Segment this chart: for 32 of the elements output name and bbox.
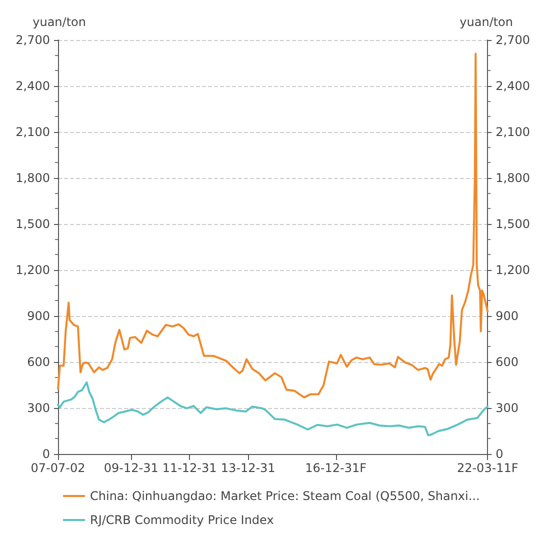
y2-tick-label: 900 bbox=[496, 309, 519, 323]
y2-tick-label: 300 bbox=[496, 401, 519, 415]
legend-label: China: Qinhuangdao: Market Price: Steam Coal (Q5500, Shanxi... bbox=[90, 489, 480, 503]
y2-tick-label: 1,500 bbox=[496, 217, 530, 231]
y2-tick-label: 600 bbox=[496, 355, 519, 369]
y-tick-label: 900 bbox=[27, 309, 50, 323]
legend-label: RJ/CRB Commodity Price Index bbox=[90, 513, 274, 527]
y-tick-label: 1,800 bbox=[16, 171, 50, 185]
line-series bbox=[57, 381, 489, 436]
x-tick-label: 11-12-31 bbox=[162, 461, 217, 475]
y2-tick-label: 1,200 bbox=[496, 263, 530, 277]
x-tick-label: 16-12-31F bbox=[305, 461, 367, 475]
y2-tick-label: 2,400 bbox=[496, 79, 530, 93]
y2-tick-label: 0 bbox=[496, 447, 504, 461]
y2-tick-label: 1,800 bbox=[496, 171, 530, 185]
y-tick-label: 0 bbox=[42, 447, 50, 461]
y-tick-label: 2,100 bbox=[16, 125, 50, 139]
y-axis-title: yuan/ton bbox=[32, 15, 86, 29]
y-tick-label: 1,200 bbox=[16, 263, 50, 277]
y2-tick-label: 2,700 bbox=[496, 33, 530, 47]
y-tick-label: 1,500 bbox=[16, 217, 50, 231]
x-tick-label: 09-12-31 bbox=[104, 461, 158, 475]
y-tick-label: 300 bbox=[27, 401, 50, 415]
y2-axis-title: yuan/ton bbox=[460, 15, 514, 29]
x-tick-label: 22-03-11F bbox=[456, 461, 518, 475]
y-tick-label: 600 bbox=[27, 355, 50, 369]
line-series bbox=[57, 52, 489, 398]
y-tick-label: 2,400 bbox=[16, 79, 50, 93]
y-tick-label: 2,700 bbox=[16, 33, 50, 47]
x-tick-label: 07-07-02 bbox=[30, 461, 86, 475]
y2-tick-label: 2,100 bbox=[496, 125, 530, 139]
x-tick-label: 13-12-31 bbox=[220, 461, 276, 475]
